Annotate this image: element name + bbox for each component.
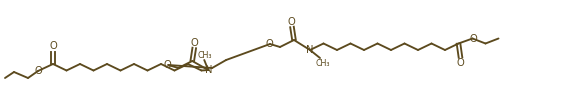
Text: O: O <box>34 66 42 76</box>
Text: O: O <box>163 60 171 70</box>
Text: CH₃: CH₃ <box>316 58 330 68</box>
Text: N: N <box>306 45 313 55</box>
Text: O: O <box>469 33 477 43</box>
Text: O: O <box>190 38 198 48</box>
Text: O: O <box>457 57 464 68</box>
Text: O: O <box>265 39 273 49</box>
Text: N: N <box>204 65 212 75</box>
Text: CH₃: CH₃ <box>198 51 212 59</box>
Text: O: O <box>287 17 295 27</box>
Text: O: O <box>49 41 57 51</box>
